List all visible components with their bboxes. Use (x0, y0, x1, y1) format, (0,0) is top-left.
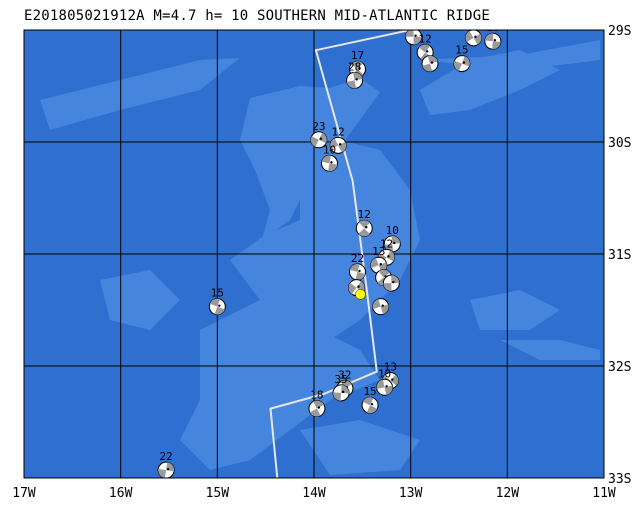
mechanism-depth-label: 10 (386, 224, 399, 237)
focal-mechanism[interactable]: 12 (329, 125, 347, 154)
mechanism-depth-label: 28 (348, 60, 361, 73)
focal-mechanism[interactable]: 12 (355, 208, 373, 237)
mechanism-depth-label: 12 (419, 32, 432, 45)
mechanism-depth-label: 10 (486, 21, 499, 34)
mechanism-depth-label: 12 (332, 125, 345, 138)
x-tick-label: 13W (399, 486, 423, 501)
mechanism-depth-label: 25 (467, 18, 480, 31)
x-tick-label: 12W (496, 486, 520, 501)
focal-mechanism[interactable] (382, 274, 400, 292)
mechanism-depth-label: 10 (323, 143, 336, 156)
mechanism-depth-label: 32 (338, 368, 351, 381)
mechanism-depth-label: 22 (351, 252, 364, 265)
mechanism-depth-label: 13 (384, 361, 397, 374)
x-tick-label: 14W (302, 486, 326, 501)
bathymetry-shallow (40, 40, 600, 475)
mechanism-depth-label: 12 (380, 237, 393, 250)
focal-mechanism[interactable]: 13 (370, 245, 388, 274)
focal-mechanism[interactable]: 28 (346, 60, 364, 89)
ridge-line (269, 30, 415, 478)
map-frame (23, 29, 605, 479)
y-tick-label: 30S (608, 136, 631, 151)
y-tick-label: 33S (608, 472, 631, 487)
mechanism-depth-label: 17 (351, 49, 364, 62)
focal-mechanism[interactable]: 22 (349, 252, 366, 281)
mechanism-depth-label: 15 (455, 44, 468, 57)
focal-mechanism[interactable]: 5 (405, 17, 423, 46)
mechanism-depth-label: 12 (358, 208, 371, 221)
epicenter-marker (355, 289, 366, 300)
x-tick-label: 11W (592, 486, 616, 501)
focal-mechanism[interactable]: 17 (349, 49, 366, 78)
x-tick-label: 17W (12, 486, 36, 501)
y-tick-label: 31S (608, 248, 631, 263)
focal-mechanism[interactable]: 10 (320, 143, 338, 172)
mechanism-depth-label: 22 (159, 450, 172, 463)
focal-mechanism[interactable]: 12 (378, 237, 395, 266)
mechanism-depth-label: 35 (334, 373, 347, 386)
focal-mechanism[interactable] (372, 298, 390, 316)
mechanism-depth-label: 15 (363, 385, 376, 398)
x-tick-label: 16W (109, 486, 133, 501)
mechanism-depth-label: 5 (410, 17, 417, 30)
focal-mechanism[interactable]: 18 (308, 389, 326, 418)
y-tick-label: 29S (608, 24, 631, 39)
mechanism-depth-label: 15 (211, 287, 224, 300)
focal-mechanism[interactable]: 10 (383, 224, 401, 253)
y-tick-label: 32S (608, 360, 631, 375)
mechanism-depth-label: 13 (372, 245, 385, 258)
focal-mechanism[interactable] (421, 55, 439, 73)
mechanism-depth-label: 10 (378, 367, 391, 380)
lat-lon-grid (24, 30, 604, 478)
focal-mechanism[interactable]: 10 (376, 367, 394, 396)
focal-mechanism[interactable]: 35 (332, 373, 350, 402)
mechanism-depth-label: 18 (310, 389, 323, 402)
mechanism-depth-label: 23 (312, 120, 325, 133)
focal-mechanism[interactable]: 15 (453, 44, 471, 73)
map-title: E201805021912A M=4.7 h= 10 SOUTHERN MID-… (24, 8, 490, 24)
focal-mechanism[interactable]: 10 (484, 21, 502, 50)
focal-mechanism[interactable]: 22 (157, 450, 175, 478)
focal-mechanism[interactable]: 15 (208, 287, 226, 316)
focal-mechanism[interactable]: 15 (361, 385, 379, 414)
x-tick-label: 15W (206, 486, 230, 501)
focal-mechanism[interactable]: 25 (465, 18, 482, 47)
focal-mechanism[interactable]: 23 (310, 120, 328, 149)
